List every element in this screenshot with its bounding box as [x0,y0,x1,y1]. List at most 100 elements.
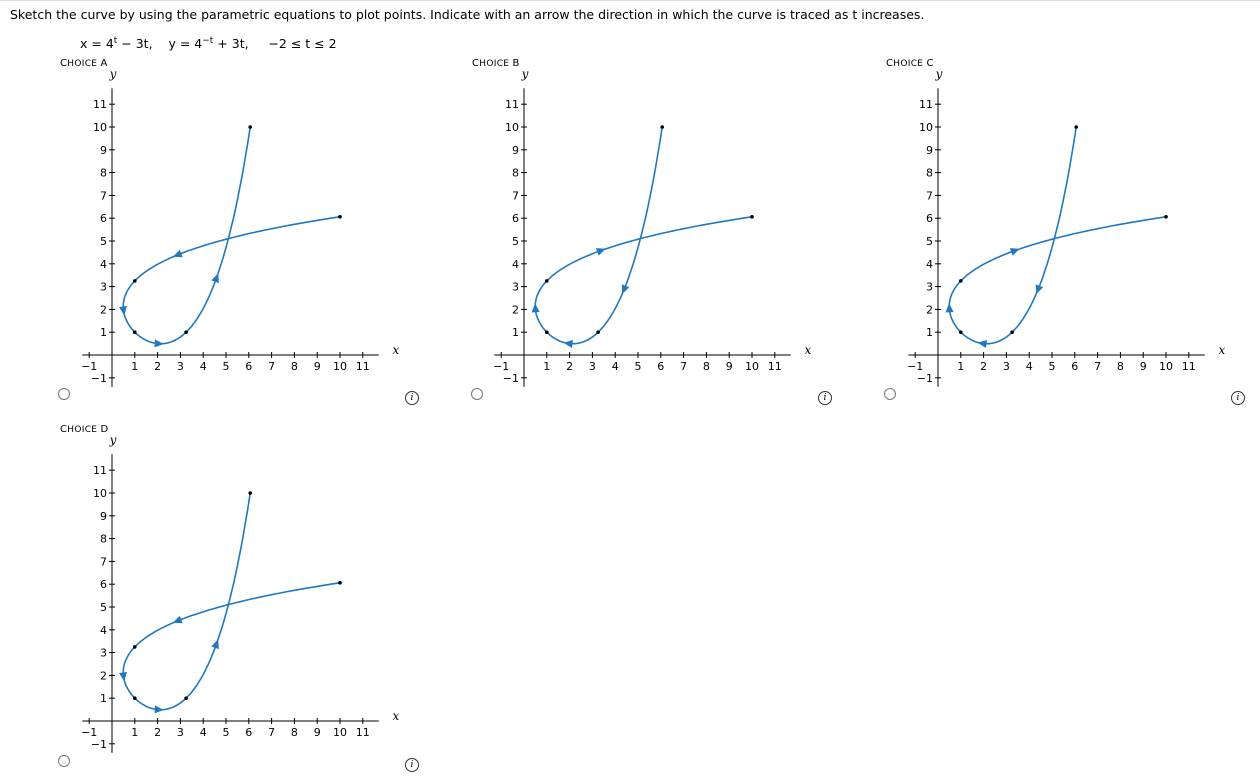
x-tick-label: 8 [291,360,298,373]
x-tick-label: 10 [333,726,347,739]
y-tick-label: −1 [91,738,107,751]
parametric-curve [534,126,753,345]
x-tick-label: 4 [612,360,619,373]
x-tick-label: 5 [1049,360,1056,373]
x-tick-label: 8 [1117,360,1124,373]
x-tick-label: 8 [703,360,710,373]
y-tick-label: 5 [100,601,107,614]
direction-arrow [172,615,183,624]
x-tick-label: 1 [543,360,550,373]
plot-point [133,645,137,649]
y-tick-label: 8 [100,167,107,180]
x-tick-label: 11 [1182,360,1196,373]
y-axis-name: y [109,67,117,81]
x-equation: x = 4t − 3t, [80,36,153,52]
choice-b-info-icon[interactable]: i [818,391,832,405]
x-tick-label: 1 [131,360,138,373]
choice-d-info-icon[interactable]: i [405,758,419,772]
choice-c-radio[interactable] [884,388,896,400]
plot-point [248,125,253,129]
x-tick-label: 11 [356,726,370,739]
y-tick-label: 4 [100,258,107,271]
x-tick-label: 6 [245,726,252,739]
x-tick-label: −1 [907,360,923,373]
parametric-curve [948,126,1167,345]
y-tick-label: 7 [100,189,107,202]
direction-arrow [531,303,540,313]
plot-point [338,580,342,585]
x-tick-label: 9 [314,726,321,739]
y-tick-label: 10 [93,487,107,500]
choice-b-graph: −1 1 2 3 4 5 6 7 8 9 10 11 11 10 9 8 7 6 5 4 3 2 1 −1 x y [493,67,811,387]
plot-point [1074,125,1079,129]
choice-c-info-icon[interactable]: i [1231,391,1245,405]
y-tick-label: 4 [100,624,107,637]
x-tick-label: −1 [493,360,509,373]
y-tick-label: 9 [100,510,107,523]
plot-point [338,214,342,219]
y-axis-name: y [521,67,529,81]
y-equation: y = 4−t + 3t, [168,36,249,52]
x-tick-label: 1 [957,360,964,373]
choice-b-radio[interactable] [471,388,483,400]
plot-point [248,491,253,495]
top-divider [0,0,1260,1]
plot-point [133,696,137,700]
y-tick-label: 3 [512,281,519,294]
y-tick-label: 11 [505,98,519,111]
direction-arrow [945,303,954,313]
y-tick-label: 8 [512,167,519,180]
y-tick-label: 3 [926,281,933,294]
plot-point [545,279,549,283]
choice-a-radio[interactable] [58,388,70,400]
parametric-equations: x = 4t − 3t, y = 4−t + 3t, −2 ≤ t ≤ 2 [80,36,337,51]
y-tick-label: 2 [100,303,107,316]
x-tick-label: 1 [131,726,138,739]
x-tick-label: 7 [680,360,687,373]
x-tick-label: 7 [1094,360,1101,373]
x-tick-label: 4 [1026,360,1033,373]
plot-point [184,330,188,335]
x-tick-label: 2 [154,360,161,373]
direction-arrow [154,339,164,348]
x-tick-label: 4 [200,726,207,739]
question-instruction: Sketch the curve by using the parametric… [10,7,925,22]
direction-arrow [621,284,630,295]
plot-point [959,330,963,335]
x-tick-label: 11 [356,360,370,373]
choice-d-graph: −1 1 2 3 4 5 6 7 8 9 10 11 11 10 9 8 7 6 5 4 3 2 1 −1 x y [81,433,399,753]
direction-arrow [977,340,987,348]
choice-a-label: CHOICE A [60,58,108,69]
y-tick-label: 10 [93,121,107,134]
y-tick-label: 7 [100,555,107,568]
plot-point [133,279,137,283]
y-tick-label: 11 [93,98,107,111]
y-tick-label: 9 [512,144,519,157]
direction-arrow [119,306,127,316]
x-tick-label: 6 [657,360,664,373]
x-tick-label: 2 [980,360,987,373]
direction-arrow [154,705,164,714]
y-tick-label: 11 [919,98,933,111]
choice-d-radio[interactable] [58,755,70,767]
choice-a-info-icon[interactable]: i [405,391,419,405]
direction-arrow [1035,284,1044,295]
choice-b-label: CHOICE B [472,58,520,69]
x-tick-label: 3 [1003,360,1010,373]
y-tick-label: 1 [926,326,933,339]
y-tick-label: 3 [100,281,107,294]
y-tick-label: 10 [505,121,519,134]
x-tick-label: −1 [81,726,97,739]
y-tick-label: 5 [926,235,933,248]
y-axis-name: y [935,67,943,81]
x-tick-label: 5 [635,360,642,373]
y-tick-label: −1 [503,372,519,385]
x-tick-label: 9 [1140,360,1147,373]
choice-a-graph: −1 1 2 3 4 5 6 7 8 9 10 11 11 10 9 8 7 6 5 4 3 2 1 −1 x y [81,67,399,387]
y-tick-label: 2 [100,669,107,682]
direction-arrow [595,248,606,256]
y-tick-label: 3 [100,647,107,660]
choice-c-graph: −1 1 2 3 4 5 6 7 8 9 10 11 11 10 9 8 7 6 5 4 3 2 1 −1 x y [907,67,1225,387]
plot-point [1164,214,1168,219]
x-tick-label: 2 [566,360,573,373]
